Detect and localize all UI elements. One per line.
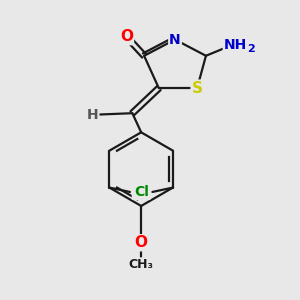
Text: Cl: Cl — [133, 185, 148, 199]
Text: CH₃: CH₃ — [129, 258, 154, 271]
Text: Cl: Cl — [135, 185, 150, 199]
Text: N: N — [169, 33, 181, 46]
Text: O: O — [135, 235, 148, 250]
Text: S: S — [192, 81, 203, 96]
Text: 2: 2 — [247, 44, 255, 54]
Text: O: O — [120, 29, 133, 44]
Text: H: H — [87, 108, 98, 122]
Text: NH: NH — [224, 38, 247, 52]
